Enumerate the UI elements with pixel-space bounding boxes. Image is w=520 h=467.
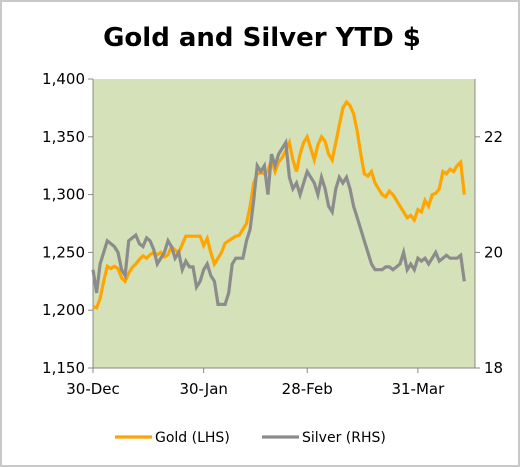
right-axis-tick-label: 20 (484, 243, 503, 261)
left-axis-tick-label: 1,150 (42, 359, 85, 377)
left-axis-tick-label: 1,200 (42, 301, 85, 319)
right-axis-tick-label: 18 (484, 359, 503, 377)
x-axis-tick-label: 31-Mar (391, 380, 445, 398)
x-axis: 30-Dec 30-Jan 28-Feb 31-Mar (66, 367, 475, 398)
right-y-axis: 18 20 22 (474, 79, 503, 377)
x-axis-tick-label: 28-Feb (282, 380, 333, 398)
legend-gold-label: Gold (LHS) (155, 430, 230, 446)
right-axis-tick-label: 22 (484, 128, 503, 146)
silver-series-line (91, 137, 466, 306)
left-axis-tick-label: 1,300 (42, 186, 85, 204)
series-layer (91, 99, 466, 310)
left-axis-tick-label: 1,400 (42, 70, 85, 88)
plot-area (93, 79, 475, 368)
left-y-axis: 1,150 1,200 1,250 1,300 1,350 1,400 (42, 70, 94, 377)
chart-title: Gold and Silver YTD $ (103, 23, 421, 53)
left-axis-tick-label: 1,350 (42, 128, 85, 146)
legend: Gold (LHS) Silver (RHS) (115, 430, 386, 446)
left-axis-tick-label: 1,250 (42, 243, 85, 261)
x-axis-tick-label: 30-Jan (179, 380, 227, 398)
x-axis-tick-label: 30-Dec (66, 380, 120, 398)
legend-silver-label: Silver (RHS) (302, 430, 386, 446)
